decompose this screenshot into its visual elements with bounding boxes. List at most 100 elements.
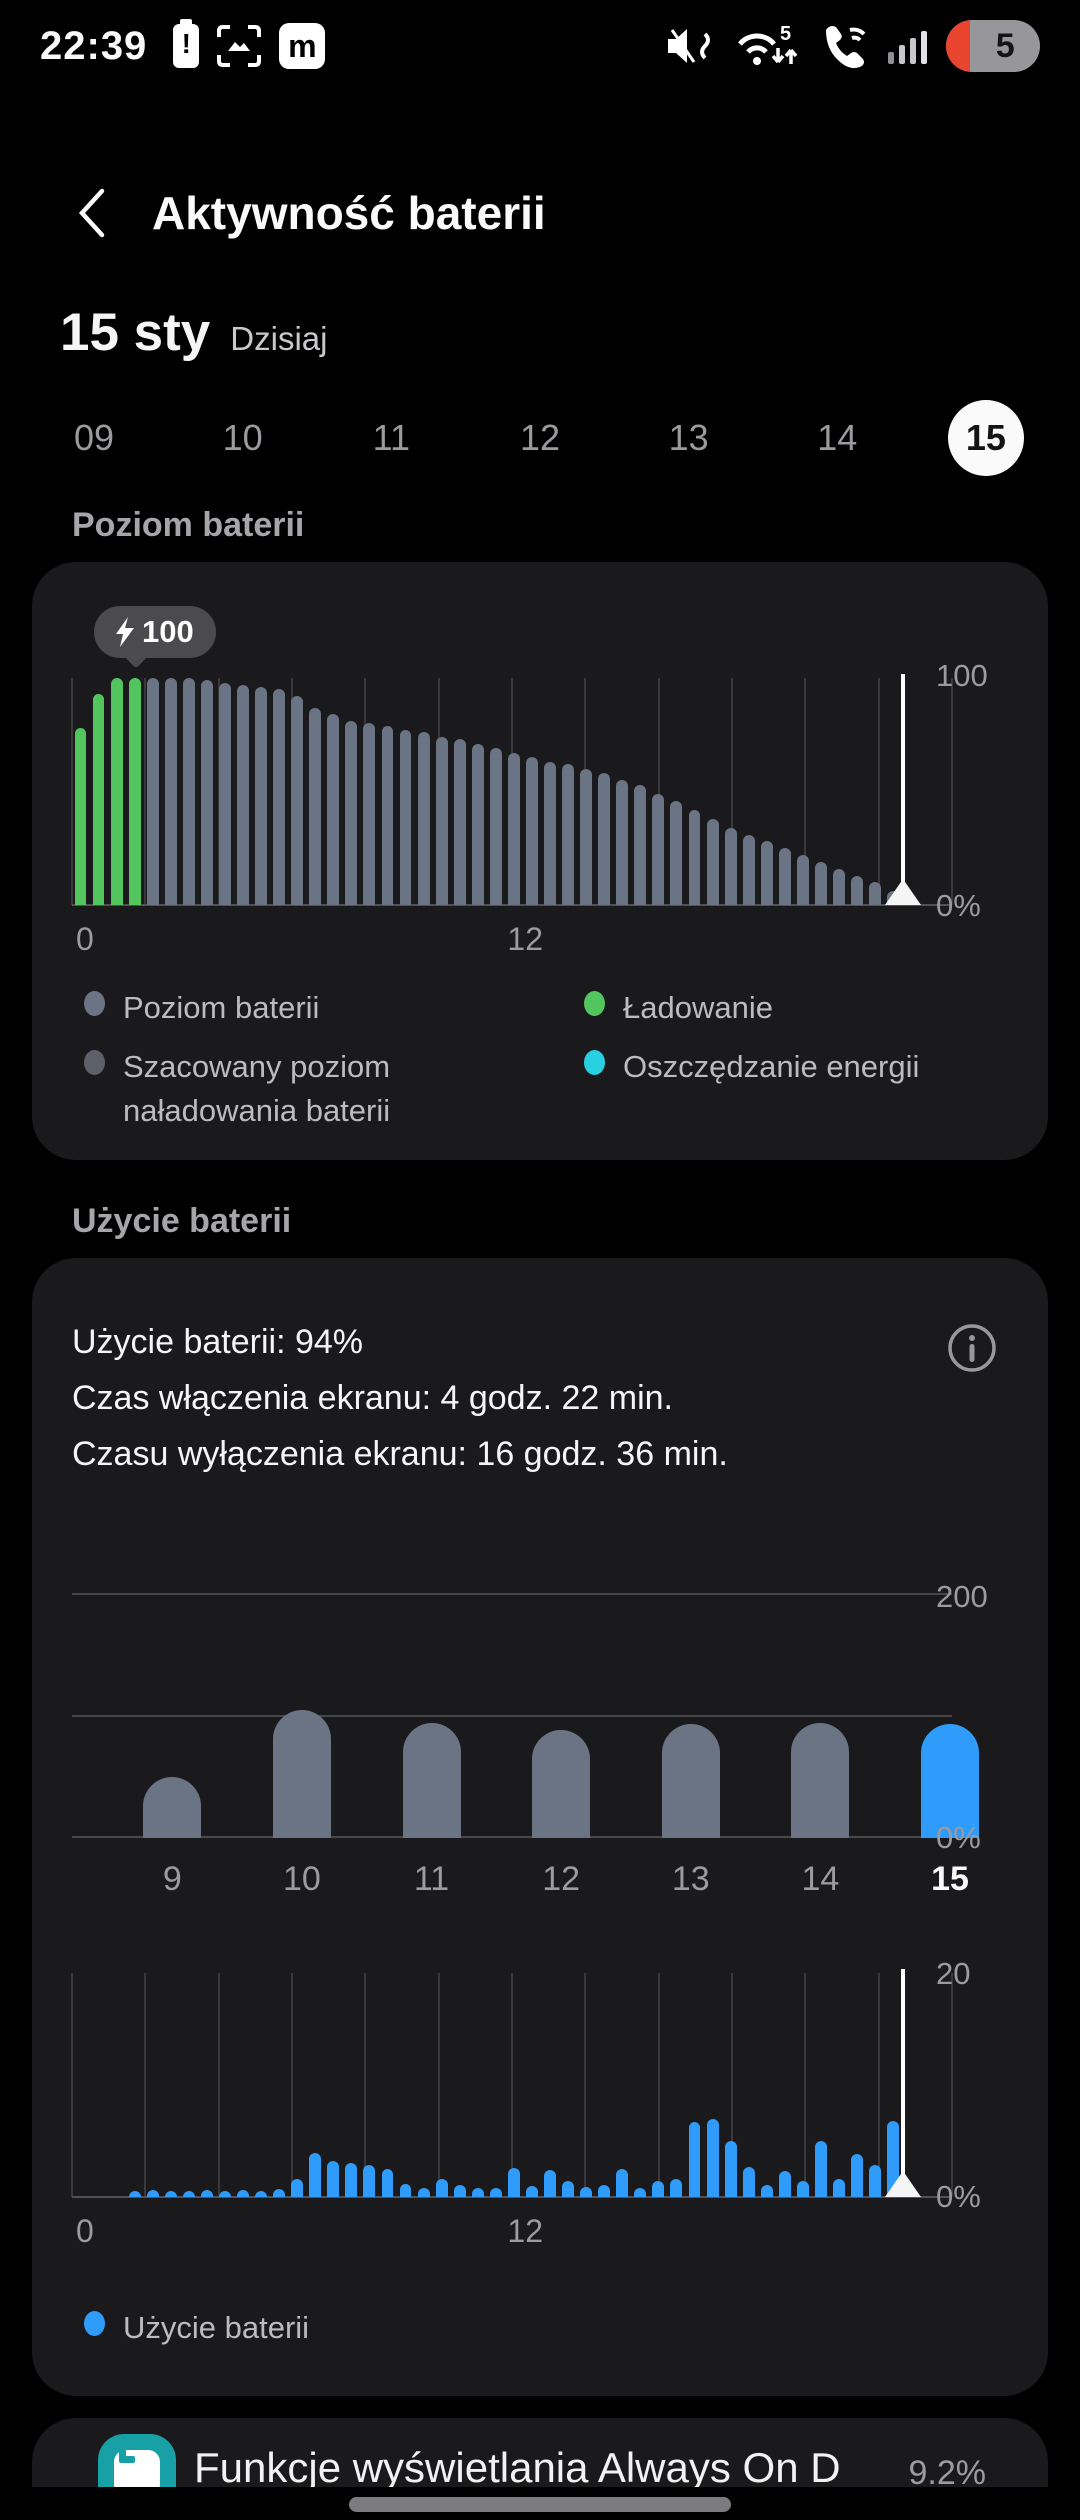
day-item-10[interactable]: 10 bbox=[222, 417, 263, 458]
screen-off-time-line: Czasu wyłączenia ekranu: 16 godz. 36 min… bbox=[72, 1435, 728, 1474]
x-tick-label: 12 bbox=[507, 2213, 543, 2249]
chart-bar bbox=[688, 2121, 701, 2197]
day-item-14[interactable]: 14 bbox=[817, 417, 858, 458]
gridline bbox=[657, 678, 660, 905]
gridline bbox=[217, 678, 220, 905]
chart-bar bbox=[471, 2188, 484, 2197]
gridline bbox=[437, 1973, 440, 2197]
chart-bar bbox=[796, 2181, 809, 2197]
day-item-12[interactable]: 12 bbox=[519, 417, 560, 458]
chart-bar bbox=[814, 861, 827, 905]
chart-bar bbox=[327, 2161, 340, 2197]
chart-bar bbox=[688, 809, 701, 905]
chart-bar bbox=[562, 2181, 575, 2197]
chart-bar bbox=[182, 678, 195, 905]
usage-info-button[interactable] bbox=[944, 1320, 1000, 1376]
chart-bar bbox=[417, 732, 430, 905]
chart-bar bbox=[544, 762, 556, 905]
app-usage-percent: 9.2% bbox=[908, 2454, 987, 2492]
chart-bar bbox=[453, 739, 466, 905]
day-tick-label: 13 bbox=[671, 1860, 710, 1898]
x-axis-line bbox=[72, 2196, 952, 2198]
day-item-15[interactable]: 15 bbox=[947, 400, 1024, 476]
current-time-marker bbox=[900, 1969, 905, 2197]
legend-item: Poziom baterii bbox=[84, 986, 504, 1029]
level-legend: Poziom baterii Ładowanie Szacowany poziom … bbox=[84, 986, 1014, 1132]
battery-alert-icon: ! bbox=[173, 19, 200, 68]
daily-ymax-label: 200 bbox=[936, 1579, 988, 1614]
day-tick-label: 12 bbox=[542, 1860, 581, 1898]
back-chevron-icon bbox=[78, 188, 105, 238]
x-axis-line bbox=[72, 904, 952, 906]
battery-level-chart[interactable] bbox=[71, 674, 953, 906]
chart-bar bbox=[652, 2181, 665, 2197]
chart-bar bbox=[706, 2118, 719, 2197]
screenshot-icon bbox=[217, 25, 262, 67]
chart-bar bbox=[670, 800, 683, 905]
chart-bar bbox=[706, 818, 719, 905]
legend-label: Oszczędzanie energii bbox=[623, 1049, 920, 1085]
usage-detail-chart[interactable] bbox=[71, 1969, 953, 2198]
chart-bar bbox=[562, 764, 575, 905]
gridline bbox=[804, 1973, 807, 2197]
chart-bar bbox=[742, 834, 755, 905]
chart-bar bbox=[273, 2189, 286, 2197]
back-button[interactable] bbox=[62, 178, 122, 248]
chart-bar bbox=[778, 2171, 791, 2197]
day-item-13[interactable]: 13 bbox=[668, 417, 709, 458]
chart-bar bbox=[291, 696, 304, 905]
legend-label: Użycie baterii bbox=[123, 2310, 310, 2345]
chart-bar bbox=[851, 2154, 863, 2197]
gridline bbox=[657, 1973, 660, 2197]
day-item-09[interactable]: 09 bbox=[73, 417, 115, 458]
chart-bar bbox=[110, 678, 123, 905]
daily-bar-10 bbox=[272, 1710, 331, 1838]
app-name: Funkcje wyświetlania Always On D bbox=[194, 2444, 841, 2491]
chart-bar bbox=[869, 2164, 882, 2197]
day-tick-label: 15 bbox=[931, 1860, 969, 1898]
chart-bar bbox=[526, 757, 538, 905]
chart-bar bbox=[219, 682, 231, 905]
legend-dot bbox=[584, 1050, 605, 1076]
day-tick-label: 11 bbox=[413, 1860, 450, 1898]
chart-bar bbox=[580, 768, 593, 905]
chart-bar bbox=[399, 2183, 412, 2197]
chart-bar bbox=[507, 752, 520, 905]
current-time-marker bbox=[900, 674, 905, 905]
chart-bar bbox=[417, 2188, 430, 2197]
m-app-icon: m bbox=[279, 23, 326, 69]
daily-bar-15 bbox=[921, 1723, 980, 1838]
chart-bar bbox=[74, 727, 87, 905]
gridline bbox=[217, 1973, 220, 2197]
chart-bar bbox=[309, 707, 322, 905]
gridline bbox=[731, 1973, 733, 2197]
date-label: Dzisiaj bbox=[230, 320, 328, 357]
daily-usage-chart[interactable] bbox=[72, 1593, 980, 1838]
chart-bar bbox=[363, 2164, 376, 2197]
current-time-pointer bbox=[884, 879, 921, 905]
legend-dot bbox=[84, 991, 105, 1016]
battery-level-card: 100 100 0% Poziom baterii Ładowanie Szacow… bbox=[32, 562, 1048, 1160]
chart-bar bbox=[164, 678, 177, 905]
chart-bar bbox=[833, 868, 845, 905]
level-ymax-label: 100 bbox=[936, 658, 988, 693]
chart-bar bbox=[887, 2120, 900, 2197]
legend-item: Użycie baterii bbox=[84, 2306, 309, 2349]
chart-bar bbox=[363, 723, 376, 905]
legend-dot bbox=[84, 1050, 105, 1076]
gridline bbox=[72, 1593, 952, 1595]
wifi-calling-icon bbox=[826, 26, 866, 69]
day-item-11[interactable]: 11 bbox=[372, 417, 410, 458]
legend-dot bbox=[584, 991, 605, 1016]
legend-item: Oszczędzanie energii bbox=[584, 1045, 1004, 1132]
gridline bbox=[364, 1973, 367, 2197]
wifi-arrows-icon: 5 bbox=[738, 23, 798, 65]
x-tick-label: 0 bbox=[76, 921, 94, 957]
battery-percent: 5 bbox=[995, 26, 1015, 65]
legend-label: Szacowany poziom naładowania baterii bbox=[123, 1049, 391, 1128]
daily-bar-14 bbox=[791, 1722, 850, 1838]
home-gesture-bar[interactable] bbox=[349, 2497, 731, 2512]
chart-bar bbox=[237, 2190, 249, 2197]
chart-bar bbox=[489, 748, 502, 905]
